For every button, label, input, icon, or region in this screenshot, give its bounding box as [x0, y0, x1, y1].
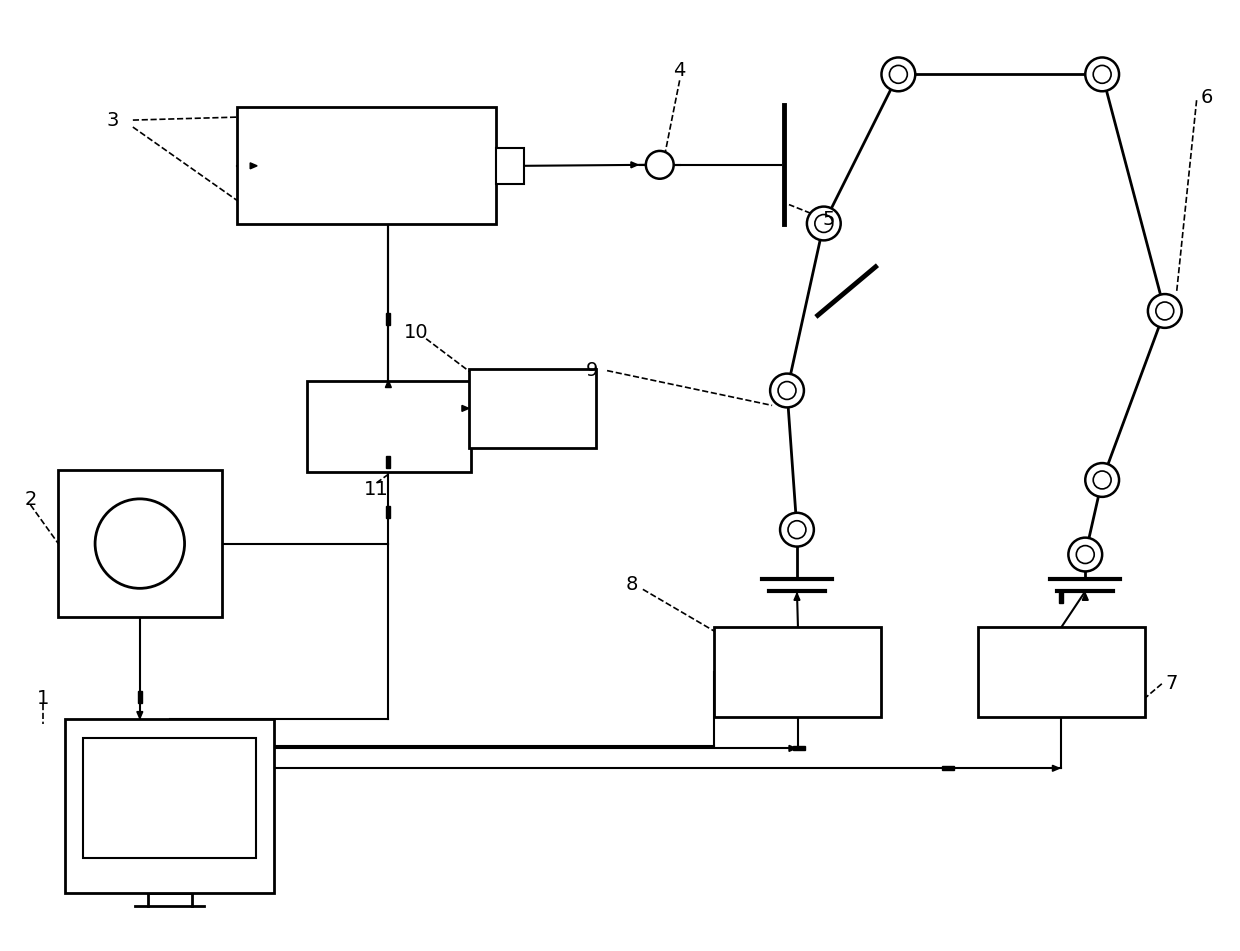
Polygon shape: [138, 690, 141, 703]
Text: 10: 10: [404, 323, 429, 342]
Polygon shape: [794, 593, 800, 600]
Circle shape: [807, 206, 841, 241]
Circle shape: [780, 513, 813, 547]
Text: 9: 9: [587, 361, 599, 380]
Bar: [237, 107, 496, 224]
Bar: [306, 380, 471, 472]
Circle shape: [1085, 57, 1118, 91]
Polygon shape: [1059, 592, 1064, 603]
Text: 4: 4: [673, 61, 686, 80]
Circle shape: [1076, 546, 1094, 564]
Bar: [469, 369, 596, 448]
Text: 8: 8: [626, 574, 639, 593]
Bar: [58, 470, 222, 617]
Circle shape: [770, 374, 804, 407]
Circle shape: [777, 381, 796, 399]
Text: 11: 11: [365, 480, 389, 499]
Circle shape: [1148, 294, 1182, 328]
Circle shape: [815, 215, 833, 232]
Polygon shape: [136, 711, 143, 719]
Circle shape: [1085, 463, 1118, 496]
Bar: [978, 627, 1145, 717]
Text: 2: 2: [25, 491, 37, 510]
Polygon shape: [1053, 766, 1059, 771]
Text: 7: 7: [1166, 674, 1178, 693]
Polygon shape: [794, 747, 805, 750]
Polygon shape: [463, 405, 469, 412]
Circle shape: [95, 499, 185, 589]
Text: 5: 5: [822, 210, 835, 229]
Polygon shape: [387, 313, 391, 325]
Circle shape: [1156, 302, 1174, 320]
Text: 1: 1: [37, 689, 50, 708]
Circle shape: [1094, 471, 1111, 489]
Text: 3: 3: [107, 110, 119, 129]
Circle shape: [889, 66, 908, 84]
Circle shape: [646, 151, 673, 179]
Circle shape: [882, 57, 915, 91]
Circle shape: [1094, 66, 1111, 84]
Bar: [714, 627, 882, 717]
Bar: [496, 148, 523, 184]
Polygon shape: [250, 163, 257, 168]
Bar: [83, 739, 257, 858]
Text: 6: 6: [1200, 87, 1213, 107]
Polygon shape: [631, 162, 637, 167]
Polygon shape: [942, 767, 954, 770]
Bar: [66, 719, 274, 893]
Circle shape: [1069, 537, 1102, 572]
Polygon shape: [789, 746, 796, 751]
Polygon shape: [387, 456, 391, 468]
Polygon shape: [1083, 593, 1089, 600]
Polygon shape: [386, 380, 392, 387]
Circle shape: [787, 521, 806, 538]
Polygon shape: [387, 506, 391, 517]
